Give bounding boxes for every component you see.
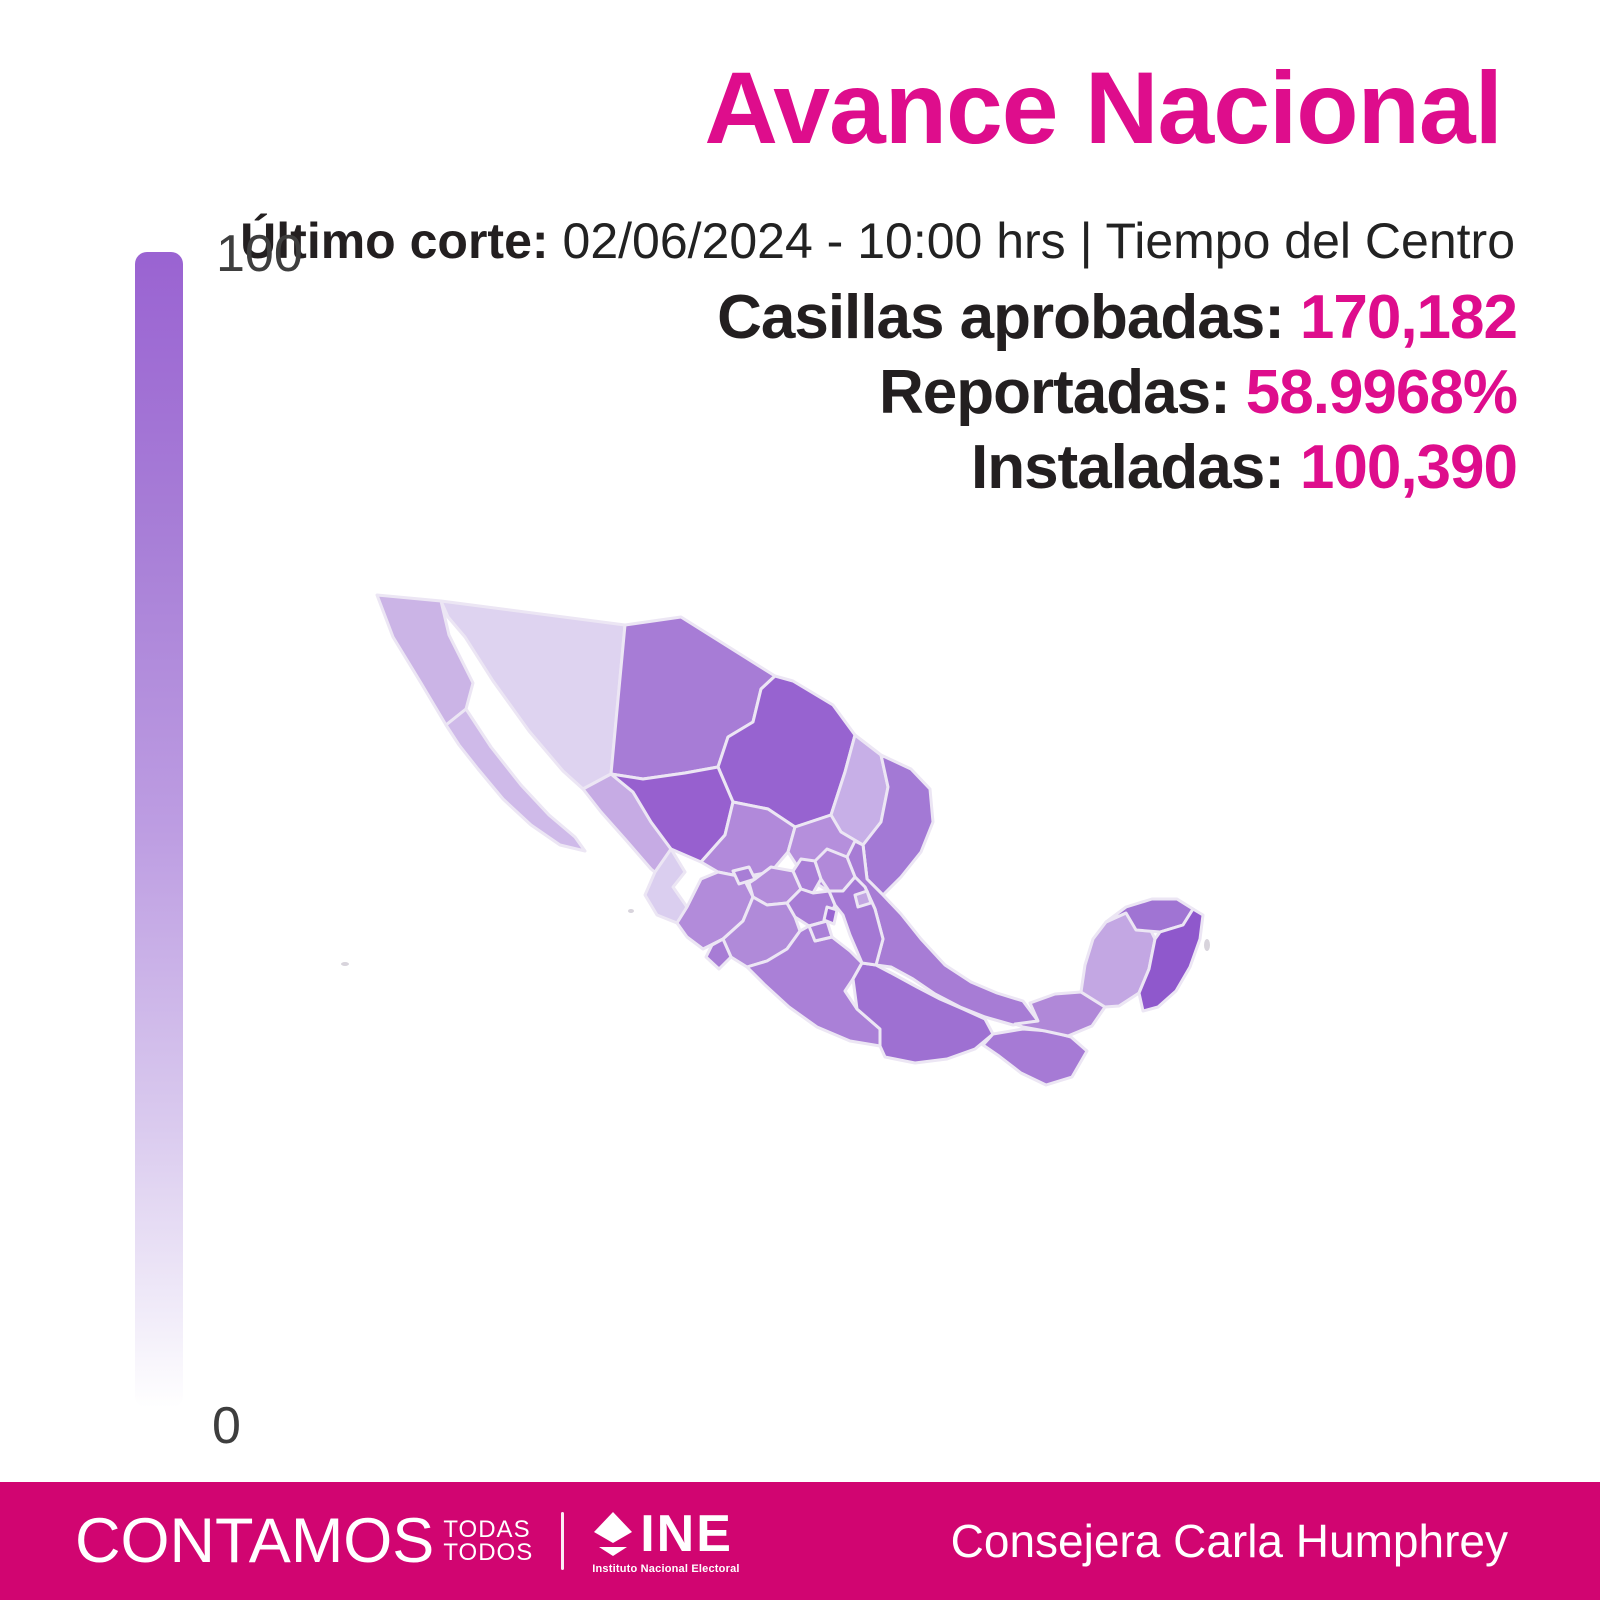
tlaxcala-state [853,889,873,909]
ine-subtext: Instituto Nacional Electoral [592,1562,740,1575]
footer-divider [561,1512,565,1570]
small-island [341,962,349,966]
last-cut-value: 02/06/2024 - 10:00 hrs | Tiempo del Cent… [562,213,1515,269]
ine-logo-top: INE [592,1508,733,1560]
oaxaca-state [851,961,995,1065]
stat-label: Instaladas: [970,433,1285,502]
stat-value: 170,182 [1299,283,1518,352]
page-title: Avance Nacional [704,51,1503,165]
mexico-map-svg [341,593,1210,1087]
last-cut-label: Último corte: [240,213,549,269]
footer-bar: CONTAMOS TODAS TODOS INE Instituto Nacio… [0,1482,1600,1600]
last-cut-line: Último corte: 02/06/2024 - 10:00 hrs | Ti… [240,212,1515,270]
tamaulipas-state [861,753,935,897]
stat-reportadas: Reportadas: 58.9968% [717,355,1518,430]
tabasco-state [1013,990,1107,1038]
stats-block: Casillas aprobadas: 170,182 Reportadas: 58… [717,280,1518,505]
contamos-wordmark: CONTAMOS [75,1505,435,1576]
legend-gradient-bar [135,252,183,1408]
morelos-state [807,919,834,943]
cdmx-state [822,905,839,926]
stat-label: Casillas aprobadas: [717,283,1285,352]
aguascalientes-state [731,865,757,886]
colima-state [704,937,733,971]
contamos-brand: CONTAMOS TODAS TODOS [75,1505,534,1576]
baja-california-sur-state [444,707,587,853]
quintana-roo-state [1137,907,1205,1013]
tagline-todas: TODAS [443,1516,531,1543]
tagline-todos: TODOS [443,1539,534,1566]
chiapas-state [981,1027,1089,1087]
stat-value: 100,390 [1299,433,1518,502]
contamos-tagline: TODAS TODOS [443,1516,534,1566]
small-island [1204,939,1210,951]
mexico-choropleth-map [335,578,1215,1110]
small-island [628,909,634,913]
zacatecas-state [699,800,797,879]
credit-text: Consejera Carla Humphrey [950,1515,1508,1567]
ine-logo: INE Instituto Nacional Electoral [592,1508,739,1575]
stat-instaladas: Instaladas: 100,390 [717,430,1518,505]
stat-value: 58.9968% [1245,358,1518,427]
stat-label: Reportadas: [879,358,1231,427]
stat-casillas-aprobadas: Casillas aprobadas: 170,182 [717,280,1518,355]
ine-diamond-icon [594,1511,633,1556]
ine-wordmark: INE [640,1504,733,1563]
legend-max-label: 100 [216,225,303,283]
legend-min-label: 0 [212,1397,241,1455]
